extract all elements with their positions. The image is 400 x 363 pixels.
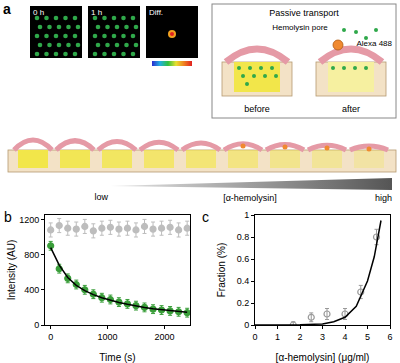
svg-text:0.2: 0.2 [237,298,250,308]
svg-text:0.8: 0.8 [237,232,250,242]
svg-text:Diff.: Diff. [149,8,163,17]
svg-text:400: 400 [24,285,39,295]
svg-text:Fraction (%): Fraction (%) [216,243,227,297]
svg-text:5: 5 [365,332,370,342]
svg-text:0.4: 0.4 [237,276,250,286]
svg-text:0.6: 0.6 [237,254,250,264]
svg-text:low: low [94,192,108,202]
svg-text:0: 0 [48,332,53,342]
svg-text:[α-hemolysin]: [α-hemolysin] [223,193,277,203]
svg-text:800: 800 [24,250,39,260]
svg-text:1 h: 1 h [91,8,102,17]
svg-text:2: 2 [297,332,302,342]
svg-text:1000: 1000 [98,332,118,342]
svg-text:Passive transport: Passive transport [269,8,339,18]
svg-text:0: 0 [252,332,257,342]
svg-text:Alexa 488: Alexa 488 [356,39,392,48]
svg-text:Hemolysin pore: Hemolysin pore [272,23,328,32]
svg-text:0 h: 0 h [33,8,44,17]
svg-text:c: c [202,209,209,225]
svg-text:0: 0 [244,320,249,330]
svg-text:before: before [244,104,270,114]
svg-text:Intensity (AU): Intensity (AU) [6,240,17,301]
svg-text:3: 3 [320,332,325,342]
svg-text:a: a [3,1,11,17]
svg-text:after: after [342,104,360,114]
svg-text:1: 1 [244,210,249,220]
svg-text:[α-hemolysin] (μg/ml): [α-hemolysin] (μg/ml) [276,352,370,363]
svg-text:b: b [4,209,12,225]
svg-text:6: 6 [387,332,392,342]
svg-text:Time (s): Time (s) [99,352,135,363]
svg-text:2000: 2000 [154,332,174,342]
svg-text:4: 4 [342,332,347,342]
svg-text:1: 1 [275,332,280,342]
svg-text:high: high [375,193,392,203]
svg-text:0: 0 [34,320,39,330]
svg-text:1200: 1200 [19,215,39,225]
